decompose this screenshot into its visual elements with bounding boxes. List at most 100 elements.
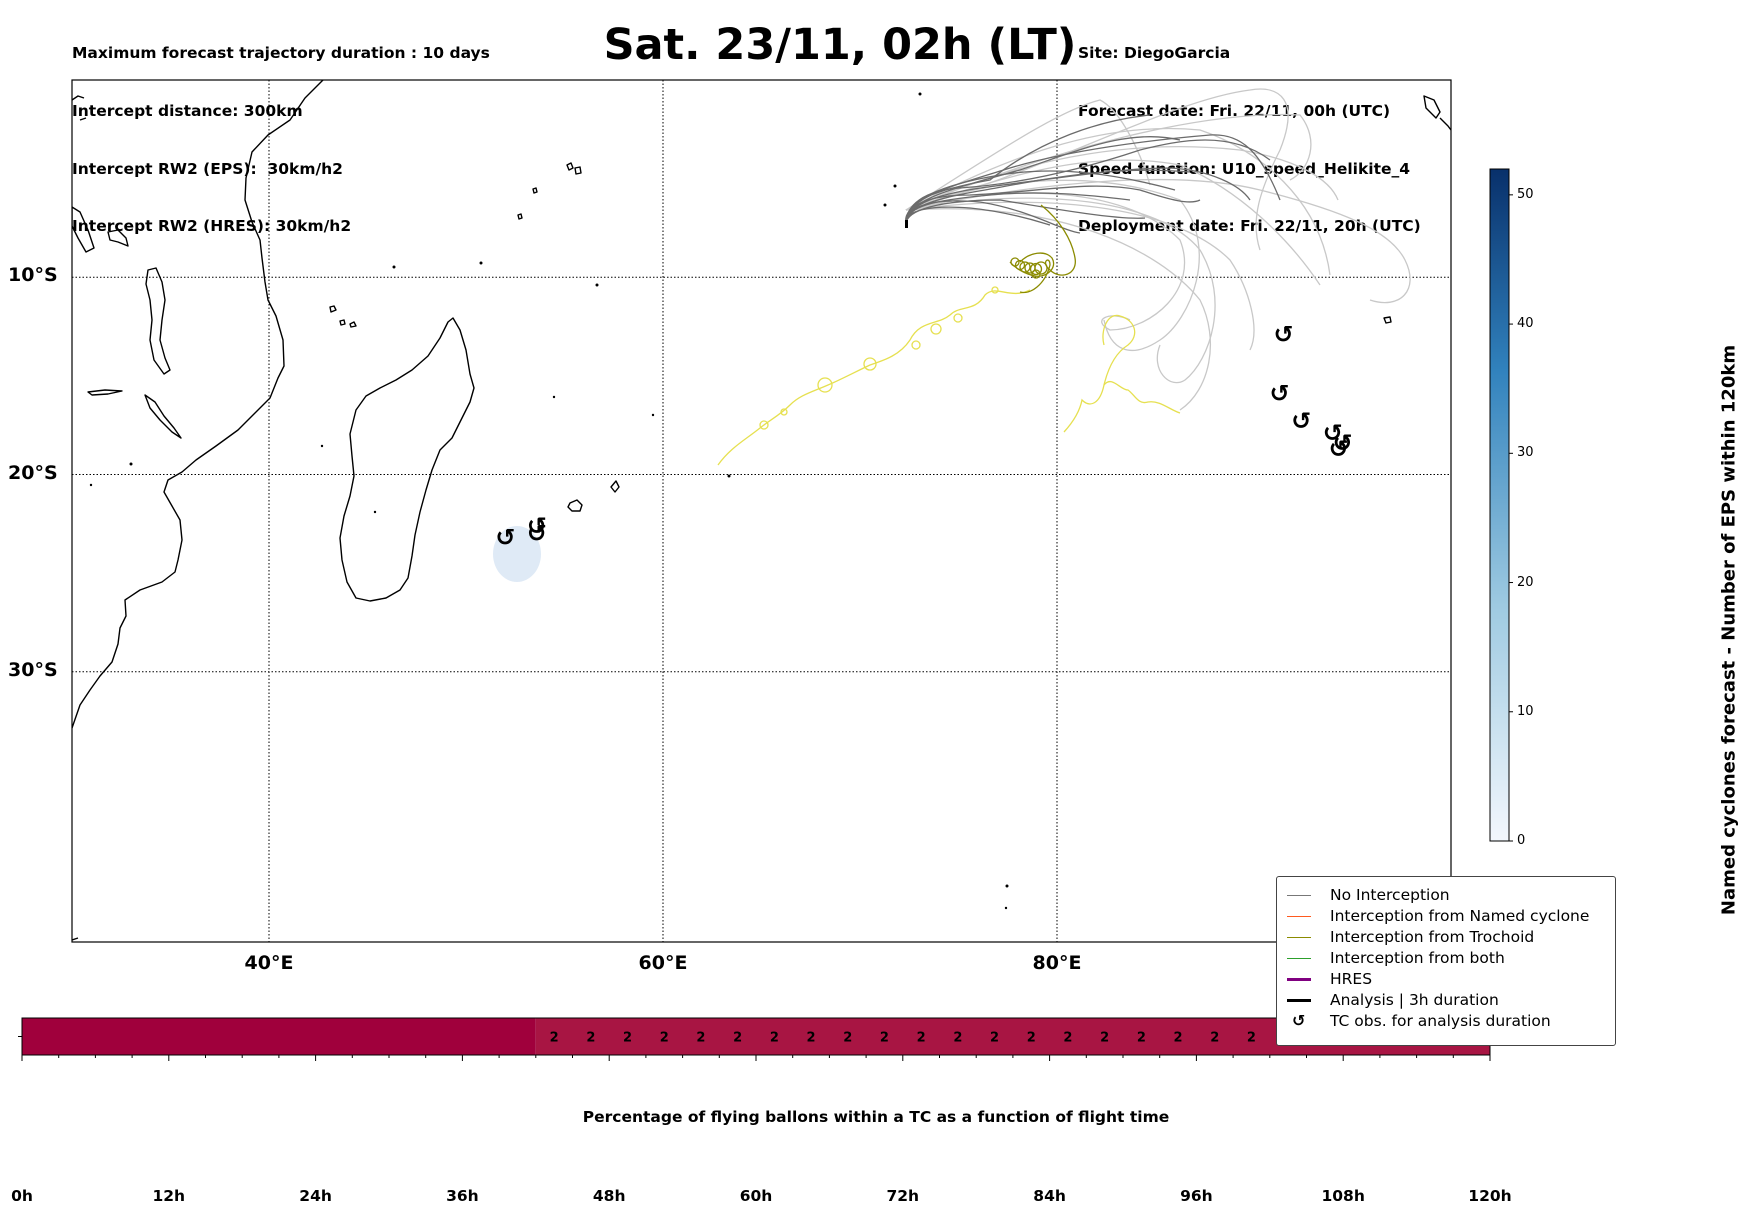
longitude-tick-label: 80°E xyxy=(1032,952,1082,974)
flight-time-tick-label: 96h xyxy=(1180,1187,1213,1205)
legend-swatch xyxy=(1287,895,1311,896)
legend-item-no-interception: No Interception xyxy=(1277,885,1615,905)
island xyxy=(893,184,897,188)
latitude-tick-label: 30°S xyxy=(8,658,58,681)
flight-time-value-label: 2 xyxy=(660,1031,669,1046)
legend-item-hres: HRES xyxy=(1277,969,1615,989)
cyclone-icon: ↺ xyxy=(1333,429,1353,457)
colorbar-tick-label: 0 xyxy=(1517,833,1526,848)
trajectory xyxy=(905,88,1289,251)
map-frame xyxy=(71,79,1452,943)
legend-item-tc-obs: ↺ TC obs. for analysis duration xyxy=(1277,1011,1615,1031)
flight-time-value-label: 2 xyxy=(917,1031,926,1046)
latitude-tick-label: 10°S xyxy=(8,264,58,287)
flight-time-tick-label: 60h xyxy=(739,1187,773,1205)
plot-title: Sat. 23/11, 02h (LT) xyxy=(603,20,1077,70)
flight-time-value-label: 2 xyxy=(990,1031,999,1046)
legend: No Interception Interception from Named … xyxy=(1276,876,1616,1046)
comoros-coastline xyxy=(329,305,357,328)
trajectory-loop xyxy=(1019,261,1031,273)
island xyxy=(918,92,922,96)
island xyxy=(392,265,396,269)
flight-time-tick-label: 108h xyxy=(1321,1187,1365,1205)
trajectory-loop xyxy=(930,323,942,335)
india-coastline xyxy=(1423,95,1451,131)
trajectories-no-interception xyxy=(905,114,1281,234)
legend-label: Interception from Trochoid xyxy=(1330,928,1535,946)
lake-coastline xyxy=(72,206,95,253)
cyclone-density-area xyxy=(493,526,541,582)
legend-label: Interception from Named cyclone xyxy=(1330,907,1590,925)
lake-coastline xyxy=(107,229,129,247)
trajectory-loop xyxy=(1029,262,1043,276)
cyclone-icon: ↺ xyxy=(1270,380,1290,408)
trajectory xyxy=(905,199,1146,226)
flight-time-value-label: 2 xyxy=(807,1031,816,1046)
header-line: Intercept RW2 (HRES): 30km/h2 xyxy=(72,217,352,236)
legend-swatch xyxy=(1287,916,1311,917)
header-line: Intercept RW2 (EPS): 30km/h2 xyxy=(72,159,343,178)
legend-item-trochoid: Interception from Trochoid xyxy=(1277,927,1615,947)
island xyxy=(1004,906,1008,910)
legend-swatch xyxy=(1287,937,1311,938)
trajectory xyxy=(905,206,1051,226)
small-islands xyxy=(89,92,1009,910)
island xyxy=(129,462,133,466)
colorbar-ticks xyxy=(1509,194,1513,842)
longitude-tick-label: 40°E xyxy=(244,952,294,974)
island xyxy=(89,483,93,487)
launch-site-marker xyxy=(905,220,908,228)
lake-coastline xyxy=(87,389,123,396)
trajectories-yellow xyxy=(717,286,1181,466)
coastlines xyxy=(72,80,1451,941)
flight-time-value-label: 2 xyxy=(696,1031,705,1046)
flight-time-bar-title: Percentage of flying ballons within a TC… xyxy=(582,1108,1170,1126)
flight-time-value-label: 2 xyxy=(623,1031,632,1046)
trajectory xyxy=(905,134,1281,226)
flight-time-tick-label: 72h xyxy=(886,1187,920,1205)
seychelles-coastline xyxy=(517,162,582,220)
flight-time-value-label: 2 xyxy=(586,1031,595,1046)
flight-time-value-label: 2 xyxy=(880,1031,889,1046)
trajectory xyxy=(1019,204,1076,294)
cyclone-icon: ↺ xyxy=(1273,320,1293,348)
colorbar-title: Named cyclones forecast - Number of EPS … xyxy=(1718,344,1740,916)
flight-time-value-label: 2 xyxy=(953,1031,962,1046)
africa-coastline xyxy=(72,80,324,729)
cyclone-icon: ↺ xyxy=(1323,419,1343,447)
flight-time-value-label: 2 xyxy=(733,1031,742,1046)
flight-time-tick-label: 12h xyxy=(152,1187,186,1205)
island xyxy=(479,261,483,265)
flight-time-bar: 22222222222222222222222222 xyxy=(18,1017,1491,1061)
legend-swatch xyxy=(1287,999,1311,1002)
tc-markers: ↺ ↺↺↺↺↺ ↺↺↺ xyxy=(495,320,1352,551)
legend-label: Interception from both xyxy=(1330,949,1505,967)
header-info-left: Maximum forecast trajectory duration : 1… xyxy=(72,6,490,256)
colorbar xyxy=(1489,168,1513,842)
trajectory xyxy=(905,127,1331,276)
flight-time-value-label: 2 xyxy=(770,1031,779,1046)
flight-time-tick-label: 120h xyxy=(1468,1187,1512,1205)
flight-time-tick-label: 84h xyxy=(1033,1187,1066,1205)
flight-time-tick-label: 48h xyxy=(592,1187,626,1205)
lake-coastline xyxy=(144,394,182,439)
cyclone-icon: ↺ xyxy=(527,512,547,540)
trajectory-loop xyxy=(1034,261,1048,275)
trajectories-trochoid xyxy=(1009,204,1076,294)
island xyxy=(651,413,655,417)
trajectory-loop xyxy=(817,377,833,393)
colorbar-tick-label: 40 xyxy=(1517,316,1534,332)
colorbar-tick-label: 10 xyxy=(1517,703,1534,719)
header-line: Site: DiegoGarcia xyxy=(1078,44,1231,63)
graticule xyxy=(72,80,1451,942)
island xyxy=(552,395,556,399)
flight-time-value-label: 2 xyxy=(1210,1031,1219,1046)
flight-time-value-label: 2 xyxy=(1247,1031,1256,1046)
island xyxy=(320,444,324,448)
colorbar-gradient xyxy=(1489,168,1510,842)
island xyxy=(373,510,377,514)
legend-item-named-cyclone: Interception from Named cyclone xyxy=(1277,906,1615,926)
flight-time-tick-label: 36h xyxy=(446,1187,479,1205)
cyclone-icon: ↺ xyxy=(1329,435,1349,463)
